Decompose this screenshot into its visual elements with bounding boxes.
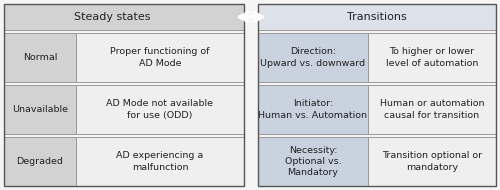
Bar <box>76 33 244 82</box>
Text: Steady states: Steady states <box>74 12 150 22</box>
Bar <box>76 137 244 186</box>
Bar <box>258 85 368 134</box>
Bar <box>4 4 244 30</box>
Text: To higher or lower
level of automation: To higher or lower level of automation <box>386 48 478 68</box>
Bar <box>4 4 244 186</box>
Text: Initiator:
Human vs. Automation: Initiator: Human vs. Automation <box>258 99 368 120</box>
Bar <box>368 33 496 82</box>
Text: AD Mode not available
for use (ODD): AD Mode not available for use (ODD) <box>106 99 214 120</box>
Bar <box>258 137 368 186</box>
Bar <box>258 4 496 186</box>
Bar <box>258 33 368 82</box>
Bar <box>368 137 496 186</box>
Bar <box>4 137 76 186</box>
Text: Direction:
Upward vs. downward: Direction: Upward vs. downward <box>260 48 366 68</box>
Text: AD experiencing a
malfunction: AD experiencing a malfunction <box>116 151 204 172</box>
Text: Degraded: Degraded <box>16 157 64 166</box>
Bar <box>368 85 496 134</box>
Text: Unavailable: Unavailable <box>12 105 68 114</box>
Bar <box>76 85 244 134</box>
Bar <box>4 33 76 82</box>
Bar <box>258 4 496 30</box>
Text: Transitions: Transitions <box>347 12 407 22</box>
Text: Necessity:
Optional vs.
Mandatory: Necessity: Optional vs. Mandatory <box>284 146 342 177</box>
Text: Proper functioning of
AD Mode: Proper functioning of AD Mode <box>110 48 210 68</box>
Text: Human or automation
causal for transition: Human or automation causal for transitio… <box>380 99 484 120</box>
Text: Transition optional or
mandatory: Transition optional or mandatory <box>382 151 482 172</box>
Text: Normal: Normal <box>23 53 57 62</box>
Bar <box>4 85 76 134</box>
